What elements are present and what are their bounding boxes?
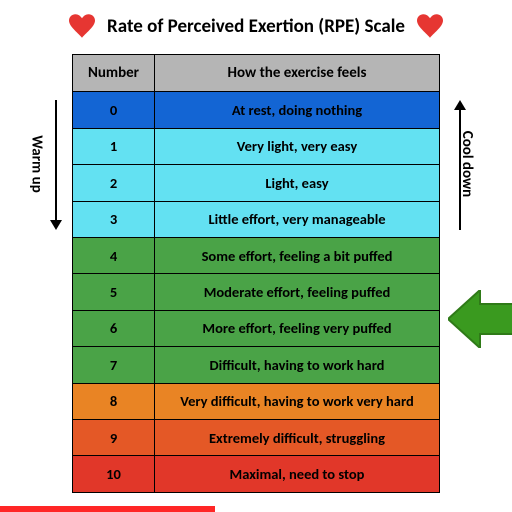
rpe-number: 2 xyxy=(73,165,155,200)
table-row: 6More effort, feeling very puffed xyxy=(73,310,439,346)
rpe-description: Some effort, feeling a bit puffed xyxy=(155,238,439,273)
rpe-description: More effort, feeling very puffed xyxy=(155,311,439,346)
table-row: 9Extremely difficult, struggling xyxy=(73,419,439,455)
col-header-desc: How the exercise feels xyxy=(155,55,439,91)
cool-down-label: Cool down xyxy=(458,131,476,197)
rpe-number: 9 xyxy=(73,420,155,455)
table-row: 1Very light, very easy xyxy=(73,128,439,164)
video-scrub-bar[interactable] xyxy=(0,506,512,512)
rpe-description: At rest, doing nothing xyxy=(155,92,439,127)
pointer-arrow-icon xyxy=(448,290,512,348)
rpe-number: 6 xyxy=(73,311,155,346)
table-row: 4Some effort, feeling a bit puffed xyxy=(73,237,439,273)
col-header-number: Number xyxy=(73,55,155,91)
rpe-number: 5 xyxy=(73,274,155,309)
table-row: 5Moderate effort, feeling puffed xyxy=(73,273,439,309)
rpe-number: 1 xyxy=(73,129,155,164)
table-row: 0At rest, doing nothing xyxy=(73,91,439,127)
rpe-number: 7 xyxy=(73,347,155,382)
table-row: 2Light, easy xyxy=(73,164,439,200)
rpe-description: Difficult, having to work hard xyxy=(155,347,439,382)
rpe-description: Moderate effort, feeling puffed xyxy=(155,274,439,309)
rpe-table: Number How the exercise feels 0At rest, … xyxy=(72,54,440,493)
rpe-number: 3 xyxy=(73,202,155,237)
rpe-number: 8 xyxy=(73,384,155,419)
table-row: 7Difficult, having to work hard xyxy=(73,346,439,382)
warm-up-label: Warm up xyxy=(28,135,46,192)
arrow-down-icon xyxy=(50,220,62,230)
title-bar: Rate of Perceived Exertion (RPE) Scale xyxy=(0,14,512,38)
table-row: 8Very difficult, having to work very har… xyxy=(73,383,439,419)
table-row: 10Maximal, need to stop xyxy=(73,455,439,491)
rpe-description: Extremely difficult, struggling xyxy=(155,420,439,455)
table-header-row: Number How the exercise feels xyxy=(73,55,439,91)
rpe-description: Maximal, need to stop xyxy=(155,456,439,491)
rpe-description: Light, easy xyxy=(155,165,439,200)
rpe-number: 4 xyxy=(73,238,155,273)
rpe-description: Very difficult, having to work very hard xyxy=(155,384,439,419)
heart-icon xyxy=(69,14,95,38)
page-title: Rate of Perceived Exertion (RPE) Scale xyxy=(107,15,405,38)
arrow-up-icon xyxy=(454,100,466,110)
table-row: 3Little effort, very manageable xyxy=(73,201,439,237)
warm-up-indicator xyxy=(50,100,62,230)
heart-icon xyxy=(417,14,443,38)
rpe-description: Very light, very easy xyxy=(155,129,439,164)
rpe-number: 10 xyxy=(73,456,155,491)
rpe-description: Little effort, very manageable xyxy=(155,202,439,237)
rpe-number: 0 xyxy=(73,92,155,127)
